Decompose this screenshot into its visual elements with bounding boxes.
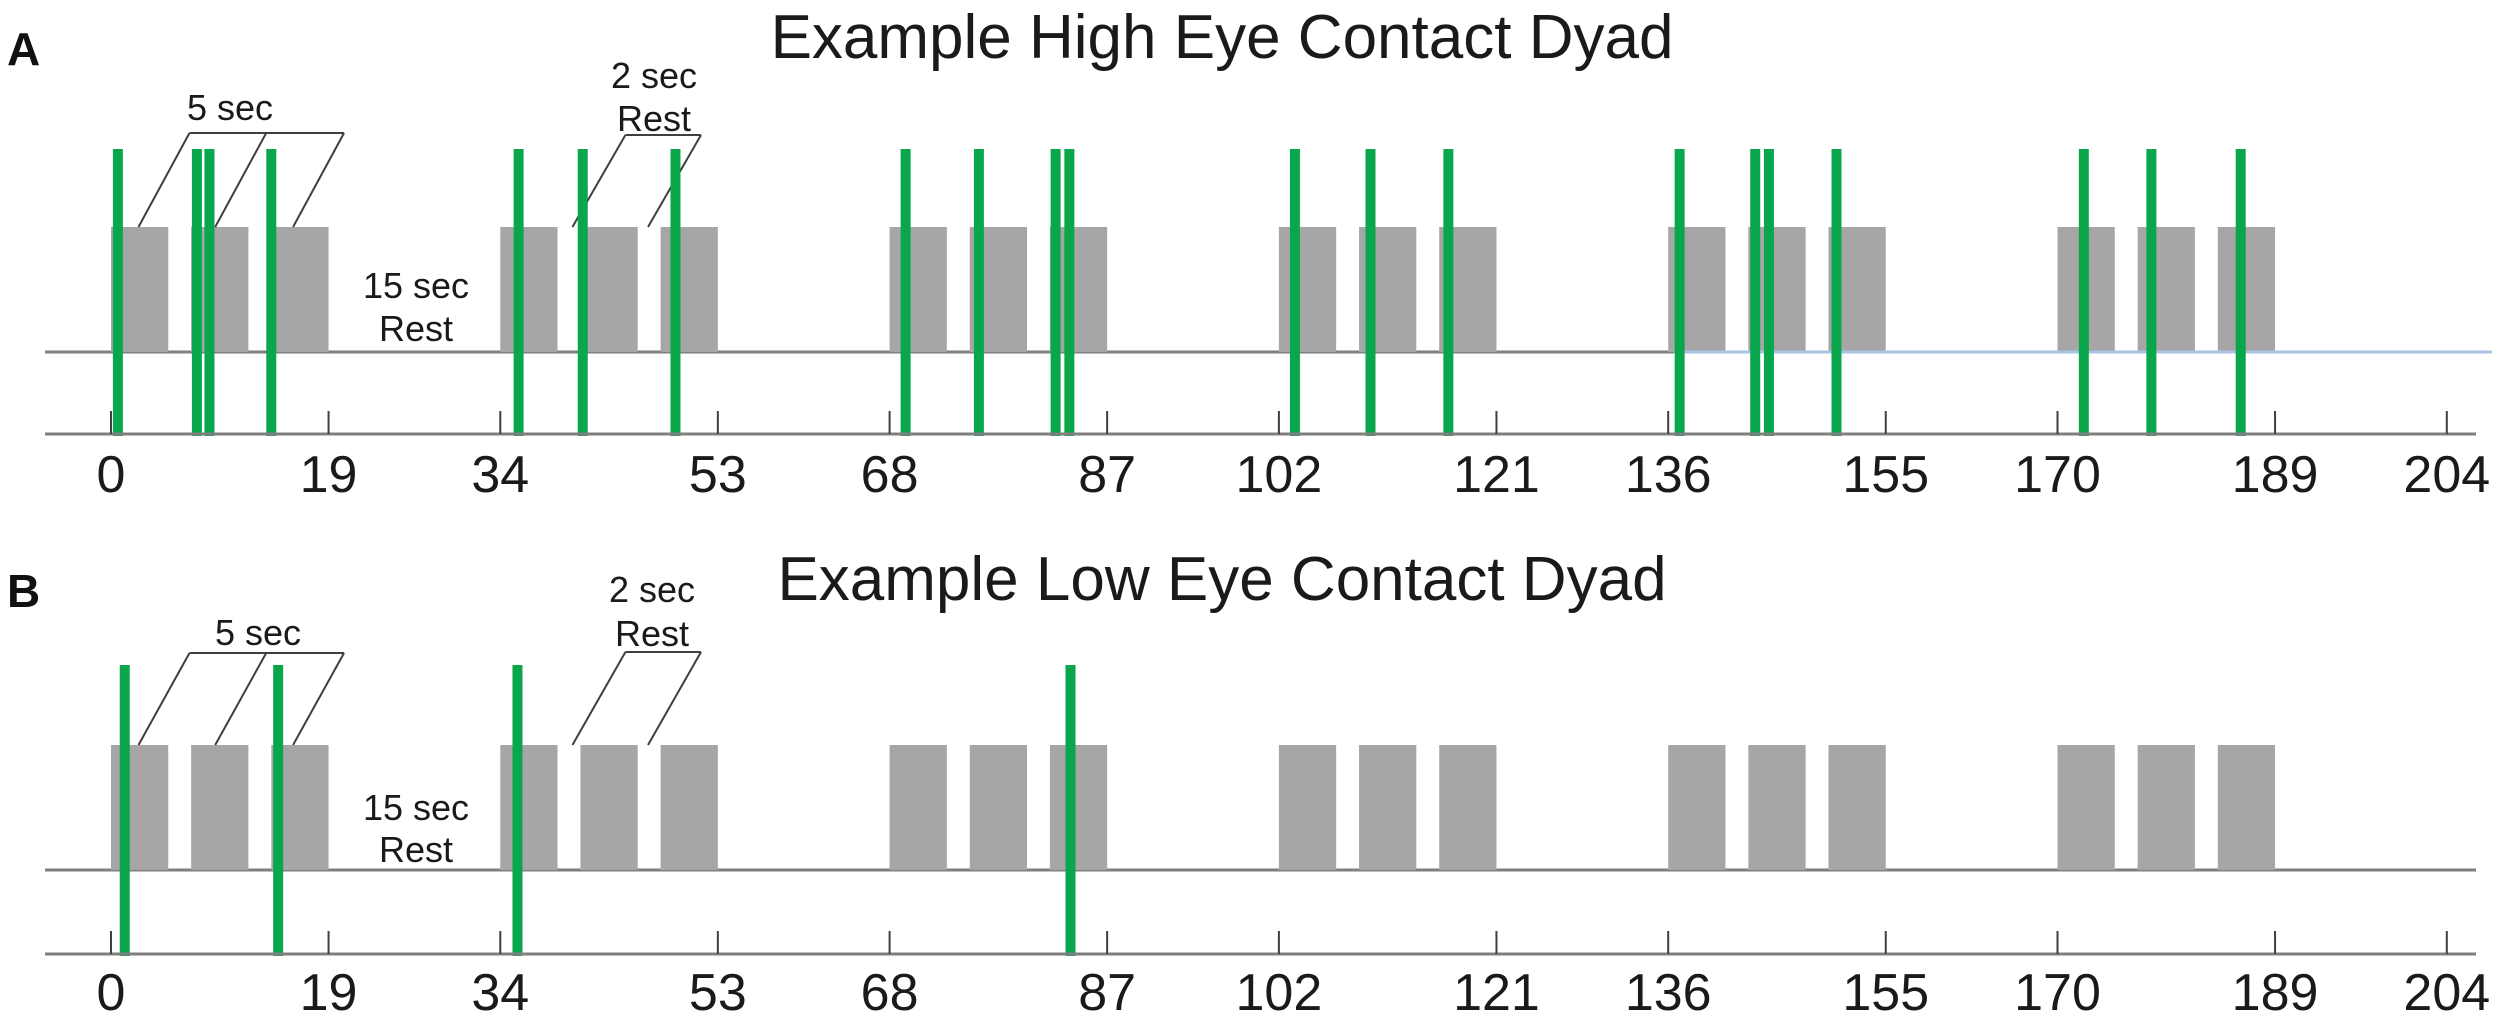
panel-a-task-block-bar bbox=[660, 227, 718, 352]
panel-b-task-block-bar bbox=[500, 745, 558, 870]
panel-a-task-block-bar bbox=[580, 227, 638, 352]
panel-a-5sec-leader-line bbox=[137, 132, 191, 228]
panel-a-tick-label: 136 bbox=[1625, 446, 1712, 504]
panel-a-2sec-rest-label: Rest bbox=[617, 98, 691, 139]
panel-a-2sec-rest-label: 2 sec bbox=[611, 55, 697, 96]
panel-b-tick-label: 53 bbox=[689, 964, 747, 1022]
panel-a-tick-label: 87 bbox=[1078, 446, 1136, 504]
panel-a-letter: A bbox=[7, 23, 41, 75]
panel-b-task-block-bar bbox=[660, 745, 718, 870]
panel-a-tick-label: 155 bbox=[1842, 446, 1929, 504]
panel-b-tick-label: 34 bbox=[471, 964, 529, 1022]
panel-b-letter: B bbox=[7, 565, 41, 617]
panel-a-tick-label: 53 bbox=[689, 446, 747, 504]
panel-a-tick-label: 102 bbox=[1236, 446, 1323, 504]
panel-a-15sec-rest-label: Rest bbox=[379, 308, 453, 349]
panel-b-2sec-leader-line bbox=[571, 651, 627, 746]
panel-b-15sec-rest-label: 15 sec bbox=[363, 787, 469, 828]
panel-b-tick-label: 102 bbox=[1236, 964, 1323, 1022]
panel-a-task-block-bar bbox=[2217, 227, 2276, 352]
panel-b-task-block-bar bbox=[2217, 745, 2276, 870]
panel-b-task-block-bar bbox=[111, 745, 169, 870]
panel-a-task-block-bar bbox=[1278, 227, 1337, 352]
panel-b-task-block-bar bbox=[1439, 745, 1497, 870]
panel-b-tick-label: 121 bbox=[1453, 964, 1540, 1022]
panel-a-task-block-bar bbox=[2137, 227, 2195, 352]
panel-b-tick-label: 19 bbox=[300, 964, 358, 1022]
panel-b-tick-label: 204 bbox=[2403, 964, 2490, 1022]
panel-b-5sec-leader-line bbox=[137, 652, 191, 746]
panel-b-task-block-bar bbox=[1668, 745, 1726, 870]
panel-b-task-block-bar bbox=[2137, 745, 2195, 870]
panel-a-tick-label: 34 bbox=[471, 446, 529, 504]
panel-a-5sec-label: 5 sec bbox=[187, 87, 273, 128]
panel-b-tick-label: 0 bbox=[97, 964, 126, 1022]
panel-a-tick-label: 189 bbox=[2232, 446, 2319, 504]
panel-a-tick-label: 170 bbox=[2014, 446, 2101, 504]
panel-b-5sec-leader-line bbox=[214, 652, 268, 746]
panel-b-task-block-bar bbox=[1278, 745, 1337, 870]
panel-a-5sec-leader-line bbox=[214, 132, 268, 228]
panel-b-tick-label: 155 bbox=[1842, 964, 1929, 1022]
panel-b-tick-label: 87 bbox=[1078, 964, 1136, 1022]
panel-b-task-block-bar bbox=[969, 745, 1027, 870]
panel-b-5sec-label: 5 sec bbox=[215, 612, 301, 653]
panel-b-tick-label: 170 bbox=[2014, 964, 2101, 1022]
panel-b-2sec-rest-label: Rest bbox=[615, 613, 689, 654]
panel-b-task-block-bar bbox=[191, 745, 249, 870]
panel-b-15sec-rest-label: Rest bbox=[379, 829, 453, 870]
panel-b-title: Example Low Eye Contact Dyad bbox=[777, 545, 1667, 614]
panel-b-task-block-bar bbox=[1828, 745, 1886, 870]
panel-b-2sec-rest-label: 2 sec bbox=[609, 569, 695, 610]
panel-a-task-block-bar bbox=[271, 227, 329, 352]
panel-b-task-block-bar bbox=[1049, 745, 1108, 870]
panel-b-task-block-bar bbox=[1748, 745, 1806, 870]
panel-b-task-block-bar bbox=[580, 745, 638, 870]
panel-b-task-block-bar bbox=[2057, 745, 2115, 870]
panel-b-tick-label: 68 bbox=[861, 964, 919, 1022]
panel-b-task-block-bar bbox=[889, 745, 947, 870]
panel-b-tick-label: 189 bbox=[2232, 964, 2319, 1022]
panel-a-tick-label: 68 bbox=[861, 446, 919, 504]
panel-a-tick-label: 0 bbox=[97, 446, 126, 504]
panel-a-15sec-rest-label: 15 sec bbox=[363, 265, 469, 306]
panel-a-task-block-bar bbox=[889, 227, 947, 352]
panel-b-5sec-leader-line bbox=[292, 652, 345, 746]
panel-a-tick-label: 19 bbox=[300, 446, 358, 504]
panel-b-task-block-bar bbox=[1359, 745, 1417, 870]
panel-a-task-block-bar bbox=[500, 227, 558, 352]
panel-a-tick-label: 121 bbox=[1453, 446, 1540, 504]
panel-b-2sec-leader-line bbox=[647, 651, 702, 746]
panel-a-tick-label: 204 bbox=[2403, 446, 2490, 504]
panel-b-tick-label: 136 bbox=[1625, 964, 1712, 1022]
panel-a-5sec-leader-line bbox=[292, 132, 345, 228]
panel-a-title: Example High Eye Contact Dyad bbox=[770, 3, 1674, 72]
